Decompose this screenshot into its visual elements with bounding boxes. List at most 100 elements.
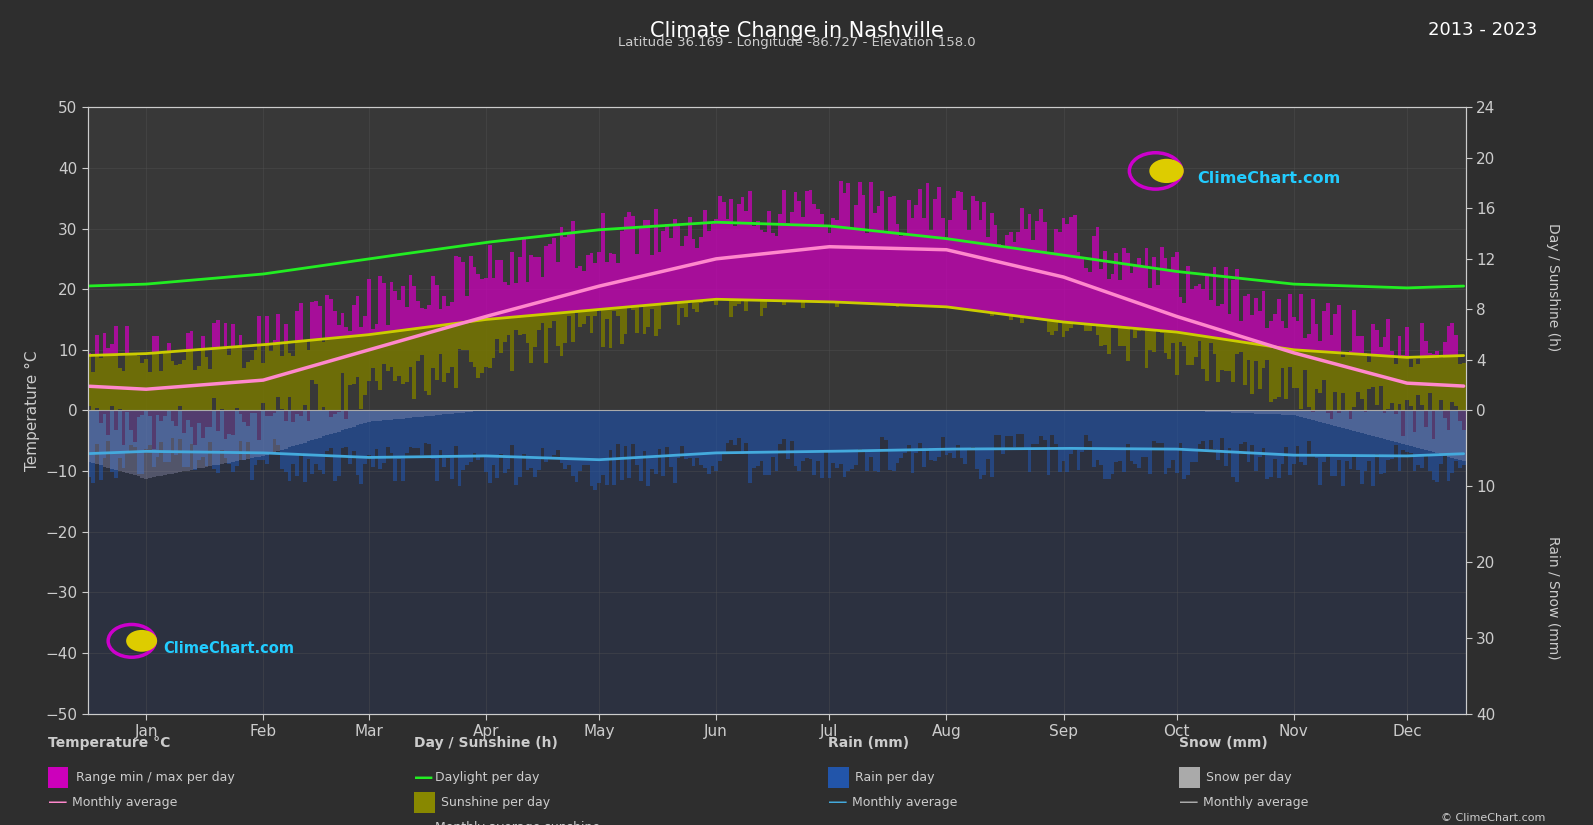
Bar xyxy=(989,313,994,316)
Bar xyxy=(631,306,636,310)
Bar xyxy=(322,411,325,474)
Text: Latitude 36.169 - Longitude -86.727 - Elevation 158.0: Latitude 36.169 - Longitude -86.727 - El… xyxy=(618,36,975,50)
Bar xyxy=(1099,269,1102,325)
Bar xyxy=(653,411,658,474)
Bar xyxy=(1413,411,1416,471)
Bar xyxy=(1295,321,1300,350)
Bar xyxy=(288,411,292,480)
Bar xyxy=(1209,337,1212,343)
Bar xyxy=(722,202,726,299)
Bar xyxy=(204,411,209,427)
Bar xyxy=(1446,411,1451,481)
Bar xyxy=(390,411,393,420)
Bar xyxy=(523,411,526,454)
Bar xyxy=(1262,411,1265,414)
Bar xyxy=(873,411,876,471)
Bar xyxy=(258,411,261,457)
Bar xyxy=(661,411,666,477)
Bar xyxy=(1121,328,1126,346)
Bar xyxy=(1300,411,1303,462)
Bar xyxy=(1383,337,1386,356)
Bar xyxy=(1096,411,1099,460)
Bar xyxy=(454,411,457,446)
Bar xyxy=(597,252,601,309)
Bar xyxy=(492,411,495,465)
Bar xyxy=(1402,357,1405,411)
Bar xyxy=(99,357,102,411)
Bar xyxy=(851,411,854,469)
Bar xyxy=(1149,288,1152,330)
Bar xyxy=(1402,411,1405,444)
Bar xyxy=(1378,411,1383,474)
Bar xyxy=(1341,411,1344,428)
Bar xyxy=(1386,356,1391,409)
Bar xyxy=(1416,411,1421,465)
Bar xyxy=(887,197,892,304)
Bar xyxy=(167,411,170,462)
Bar xyxy=(1349,354,1352,411)
Bar xyxy=(462,411,465,470)
Bar xyxy=(314,340,319,384)
Bar xyxy=(1300,294,1303,351)
Bar xyxy=(677,226,680,303)
Bar xyxy=(699,237,703,300)
Bar xyxy=(1047,320,1050,332)
Bar xyxy=(515,317,518,330)
Bar xyxy=(1397,411,1402,471)
Bar xyxy=(589,310,594,333)
Bar xyxy=(846,411,851,471)
Bar xyxy=(529,411,534,469)
Bar xyxy=(1176,252,1179,332)
Bar xyxy=(785,411,790,459)
Bar xyxy=(253,411,258,464)
Bar xyxy=(798,201,801,301)
Bar xyxy=(1367,411,1372,461)
Bar xyxy=(190,411,193,470)
Bar xyxy=(1314,411,1319,459)
Bar xyxy=(457,323,462,349)
Bar xyxy=(88,411,91,462)
Bar xyxy=(1273,347,1278,399)
Bar xyxy=(432,327,435,368)
Bar xyxy=(1375,330,1378,356)
Bar xyxy=(1408,411,1413,453)
Bar xyxy=(612,411,616,485)
Bar xyxy=(102,411,107,414)
Bar xyxy=(178,411,182,439)
Bar xyxy=(1171,257,1176,332)
Bar xyxy=(1319,341,1322,351)
Bar xyxy=(1300,411,1303,417)
Bar xyxy=(390,411,393,453)
Bar xyxy=(1458,411,1462,468)
Bar xyxy=(551,314,556,322)
Bar xyxy=(193,411,198,469)
Bar xyxy=(88,356,91,407)
Bar xyxy=(390,332,393,367)
Bar xyxy=(390,281,393,332)
Bar xyxy=(1292,411,1295,464)
Bar xyxy=(1160,411,1163,444)
Bar xyxy=(239,335,242,346)
Bar xyxy=(983,411,986,474)
Bar xyxy=(126,411,129,412)
Bar xyxy=(612,308,616,311)
Bar xyxy=(421,411,424,417)
Bar xyxy=(1284,411,1289,415)
Bar xyxy=(997,244,1002,314)
Bar xyxy=(680,247,683,302)
Bar xyxy=(413,329,416,398)
Bar xyxy=(1330,411,1333,419)
Bar xyxy=(374,411,378,421)
Bar xyxy=(408,411,413,446)
Bar xyxy=(424,309,427,328)
Bar xyxy=(669,411,672,467)
Bar xyxy=(190,411,193,445)
Bar xyxy=(198,411,201,423)
Bar xyxy=(793,192,798,301)
Bar xyxy=(616,411,620,444)
Bar xyxy=(601,411,605,474)
Bar xyxy=(1223,266,1228,340)
Bar xyxy=(319,411,322,470)
Bar xyxy=(1085,268,1088,324)
Bar xyxy=(408,411,413,417)
